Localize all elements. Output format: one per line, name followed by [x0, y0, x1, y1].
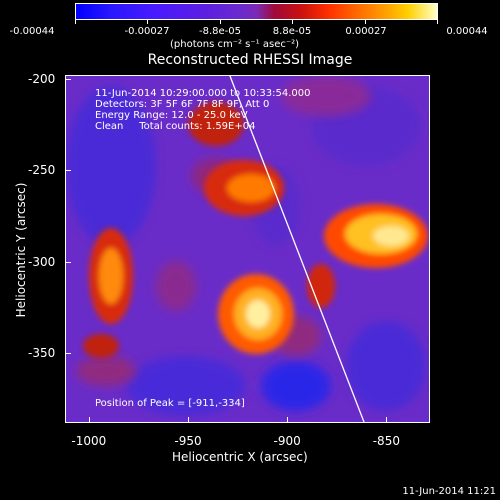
colorbar-tick-mark	[437, 20, 438, 24]
image-title: Reconstructed RHESSI Image	[147, 52, 353, 68]
y-tick-mark	[65, 78, 71, 80]
y-tick-mark	[65, 353, 71, 355]
x-tick-mark	[187, 417, 189, 423]
colorbar-tick-label: 0.00044	[446, 26, 488, 37]
colorbar-tick-mark	[75, 20, 76, 24]
x-tick-label: -950	[174, 434, 202, 448]
y-tick-label: -350	[28, 346, 56, 361]
colorbar-tick-label: 8.8e-05	[272, 26, 312, 37]
colorbar-tick-label: -0.00044	[9, 26, 55, 37]
x-tick-mark	[386, 417, 388, 423]
colorbar-tick-label: 0.00027	[345, 26, 387, 37]
y-tick-label: -300	[28, 254, 56, 269]
colorbar-tick-label: -0.00027	[124, 26, 170, 37]
time-range-text: 11-Jun-2014 10:29:00.000 to 10:33:54.000	[95, 88, 311, 99]
y-tick-label: -250	[28, 163, 56, 178]
solar-limb-line	[229, 76, 365, 422]
flux-map	[66, 76, 429, 422]
colorbar-tick-mark	[220, 20, 221, 24]
clean-counts-text: Clean Total counts: 1.59E+04	[95, 121, 256, 132]
y-tick-mark	[65, 261, 71, 263]
colorbar-tick-mark	[147, 20, 148, 24]
plot-timestamp: 11-Jun-2014 11:21	[402, 486, 496, 497]
detectors-text: Detectors: 3F 5F 6F 7F 8F 9F, Att 0	[95, 99, 270, 110]
y-tick-mark	[65, 170, 71, 172]
colorbar-tick-mark	[292, 20, 293, 24]
colorbar	[75, 3, 438, 20]
x-tick-mark	[287, 417, 289, 423]
colorbar-tick-label: -8.8e-05	[199, 26, 241, 37]
y-tick-label: -200	[28, 71, 56, 86]
y-axis-label: Heliocentric Y (arcsec)	[14, 182, 28, 318]
x-tick-label: -850	[372, 434, 400, 448]
low-flux-regions	[66, 86, 426, 416]
colorbar-tick-mark	[365, 20, 366, 24]
high-flux-regions	[83, 102, 428, 358]
energy-range-text: Energy Range: 12.0 - 25.0 keV	[95, 110, 248, 121]
x-axis-label: Heliocentric X (arcsec)	[172, 450, 308, 464]
x-tick-label: -1000	[71, 434, 107, 448]
peak-position-text: Position of Peak = [-911,-334]	[95, 398, 245, 409]
x-tick-mark	[88, 417, 90, 423]
colorbar-units: (photons cm⁻² s⁻¹ asec⁻²)	[170, 39, 300, 50]
x-tick-label: -900	[273, 434, 301, 448]
rhessi-image-plot	[65, 75, 430, 423]
